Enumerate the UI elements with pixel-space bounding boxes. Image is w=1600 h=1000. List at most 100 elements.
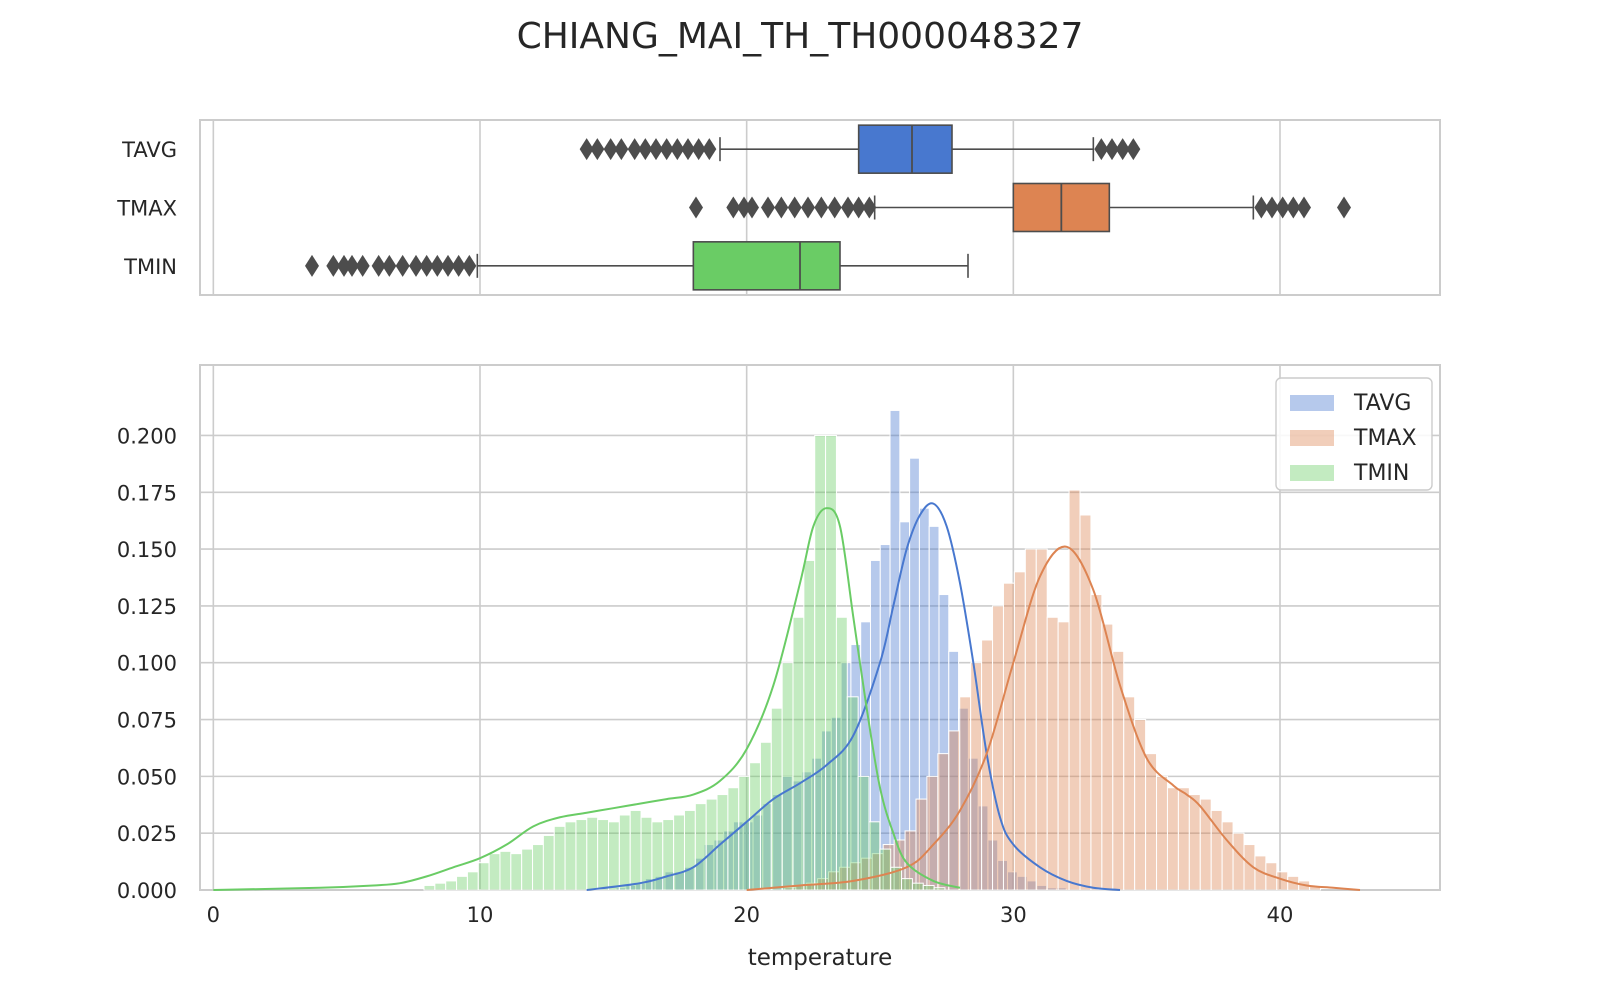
histogram-bar xyxy=(1046,616,1059,891)
outlier-point xyxy=(395,254,410,277)
histogram-bars xyxy=(423,409,1322,891)
boxplot-panel: TAVG TMAX TMIN xyxy=(116,119,1441,296)
histogram-bar xyxy=(608,821,620,891)
histogram-bar xyxy=(792,616,805,891)
histogram-panel: 0.000 0.025 0.050 0.075 0.100 0.125 0.150 0.175… xyxy=(117,364,1441,927)
histogram-bar xyxy=(803,559,816,891)
boxplot-category-label: TMAX xyxy=(116,197,177,221)
outlier-point xyxy=(851,196,866,219)
boxplot-marks xyxy=(305,124,1351,291)
histogram-bar xyxy=(1177,787,1190,891)
outlier-point xyxy=(737,196,751,219)
x-tick-label: 10 xyxy=(467,903,494,927)
outlier-point xyxy=(326,254,341,277)
histogram-bar xyxy=(1232,832,1245,891)
histogram-bar xyxy=(926,775,939,891)
histogram-bar xyxy=(1013,571,1026,891)
histogram-bar xyxy=(749,762,761,891)
y-tick-label: 0.100 xyxy=(117,652,177,676)
histogram-bar xyxy=(510,853,523,891)
histogram-bar xyxy=(879,848,892,891)
histogram-bar xyxy=(705,798,718,891)
histogram-bar xyxy=(629,809,642,891)
outlier-point xyxy=(355,254,370,277)
boxplot-tmin xyxy=(305,241,969,291)
outlier-point xyxy=(430,254,445,277)
histogram-bar xyxy=(992,605,1004,891)
outlier-point xyxy=(1337,196,1351,219)
y-tick-label: 0.050 xyxy=(117,765,177,789)
histogram-series-tmax xyxy=(784,489,1322,891)
outlier-point xyxy=(603,138,618,161)
histogram-bar xyxy=(618,814,631,891)
outlier-point xyxy=(451,254,466,277)
kde-line-tavg xyxy=(586,502,1121,891)
histogram-bar xyxy=(532,844,544,891)
outlier-point xyxy=(1126,138,1141,161)
outlier-point xyxy=(670,138,685,161)
histogram-bar xyxy=(434,882,447,891)
histogram-bar xyxy=(662,819,675,891)
histogram-series-tmin xyxy=(423,434,946,891)
histogram-bar xyxy=(673,814,685,891)
histogram-bar xyxy=(1145,753,1158,891)
histogram-bar xyxy=(970,662,983,891)
y-tick-label: 0.075 xyxy=(117,709,177,733)
outlier-point xyxy=(814,196,829,219)
histogram-bar xyxy=(846,696,859,891)
x-axis-label: temperature xyxy=(748,945,893,971)
x-tick-label: 20 xyxy=(733,903,760,927)
histogram-bar xyxy=(814,434,827,891)
boxplot-category-label: TMIN xyxy=(123,255,177,279)
outlier-point xyxy=(681,138,695,161)
outlier-point xyxy=(409,254,423,277)
outlier-point xyxy=(726,196,741,219)
outlier-point xyxy=(827,196,842,219)
outlier-point xyxy=(691,138,706,161)
histogram-bar xyxy=(521,848,534,891)
histogram-bar xyxy=(727,787,740,891)
outlier-point xyxy=(462,254,477,277)
y-tick-label: 0.200 xyxy=(117,424,177,448)
chart-title: CHIANG_MAI_TH_TH000048327 xyxy=(517,16,1084,57)
histogram-bar xyxy=(597,819,610,891)
outlier-point xyxy=(441,254,455,277)
histogram-y-tick-labels: 0.000 0.025 0.050 0.075 0.100 0.125 0.150 0.175… xyxy=(117,424,177,903)
legend-label-tavg: TAVG xyxy=(1353,391,1411,416)
y-tick-label: 0.000 xyxy=(117,879,177,903)
histogram-bar xyxy=(466,871,479,891)
outlier-point xyxy=(1254,196,1269,219)
outlier-point xyxy=(761,196,775,219)
legend-swatch-tmin xyxy=(1290,465,1334,481)
outlier-point xyxy=(862,196,877,219)
outlier-point xyxy=(614,138,629,161)
legend-swatch-tmax xyxy=(1290,430,1334,446)
histogram-bar xyxy=(1090,594,1103,891)
outlier-point xyxy=(1297,196,1311,219)
histogram-bar xyxy=(1166,787,1179,891)
histogram-bar xyxy=(575,819,588,891)
legend-label-tmin: TMIN xyxy=(1353,461,1409,486)
histogram-bar xyxy=(477,862,490,891)
outlier-point xyxy=(627,138,642,161)
y-tick-label: 0.125 xyxy=(117,595,177,619)
histogram-bar xyxy=(879,544,891,891)
histogram-bar xyxy=(488,853,501,891)
legend-swatch-tavg xyxy=(1290,395,1334,411)
histogram-bar xyxy=(640,816,653,891)
outlier-point xyxy=(659,138,674,161)
outlier-point xyxy=(305,254,319,277)
histogram-bar xyxy=(781,662,794,891)
outlier-point xyxy=(689,196,703,219)
histogram-bar xyxy=(1101,623,1114,891)
outlier-point xyxy=(1265,196,1279,219)
histogram-bar xyxy=(1035,548,1048,891)
histogram-bar xyxy=(933,887,946,891)
histogram-bar xyxy=(857,775,870,891)
outlier-point xyxy=(345,254,359,277)
outlier-point xyxy=(841,196,855,219)
histogram-bar xyxy=(901,878,913,891)
legend: TAVG TMAX TMIN xyxy=(1275,377,1433,491)
histogram-bar xyxy=(1221,821,1234,891)
